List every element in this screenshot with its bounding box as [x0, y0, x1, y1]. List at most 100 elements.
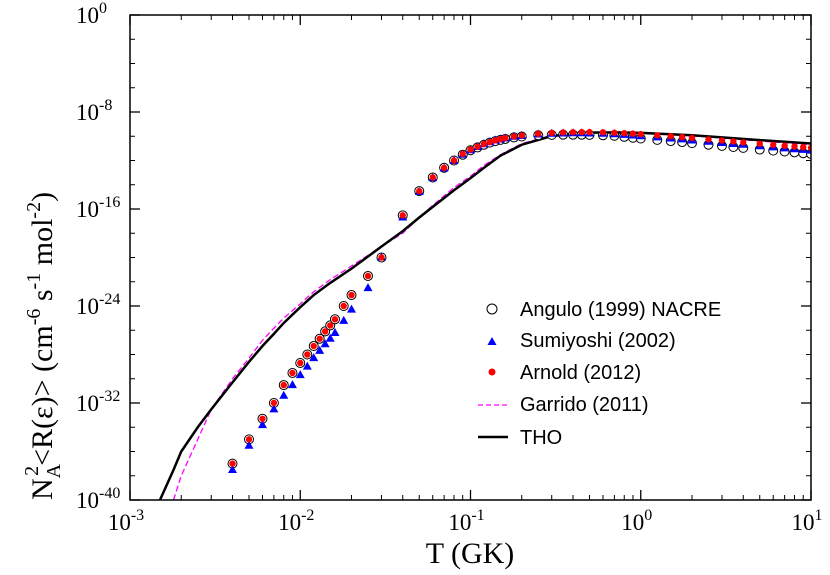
legend-label-garrido: Garrido (2011) [520, 394, 649, 416]
data-point-arnold-2012 [440, 164, 448, 171]
y-axis-title-superscript: 2 [21, 466, 43, 476]
data-point-sumiyoshi-2002 [363, 283, 373, 292]
data-point-arnold-2012 [492, 137, 499, 144]
data-point-arnold-2012 [730, 138, 737, 145]
data-point-arnold-2012 [621, 129, 628, 137]
data-point-arnold-2012 [297, 359, 304, 367]
data-point-arnold-2012 [569, 129, 577, 136]
data-point-sumiyoshi-2002 [309, 353, 319, 362]
x-tick-label: 10-2 [278, 507, 314, 535]
data-point-arnold-2012 [586, 128, 593, 136]
y-tick-label: 10-40 [76, 485, 120, 513]
x-tick-label-exponent: 1 [815, 507, 823, 524]
data-point-sumiyoshi-2002 [320, 339, 330, 348]
data-point-sumiyoshi-2002 [228, 464, 238, 473]
x-tick-label-exponent: -1 [471, 507, 484, 524]
plot-layer [158, 128, 811, 500]
data-point-arnold-2012 [629, 130, 637, 137]
data-point-arnold-2012 [502, 134, 509, 142]
x-tick-label: 101 [792, 507, 823, 535]
y-axis-title-close: ) [26, 192, 59, 202]
legend-marker-sumiyoshi [487, 337, 497, 345]
y-tick-label-exponent: -16 [99, 194, 120, 211]
data-point-arnold-2012 [535, 130, 542, 137]
data-point-arnold-2012 [474, 143, 481, 150]
ticks-layer [129, 14, 812, 501]
data-point-sumiyoshi-2002 [339, 315, 349, 324]
x-tick-label-base: 10 [448, 510, 471, 535]
data-point-arnold-2012 [770, 141, 777, 149]
data-point-arnold-2012 [688, 134, 696, 142]
data-point-arnold-2012 [429, 174, 436, 181]
data-point-sumiyoshi-2002 [257, 420, 267, 429]
data-point-arnold-2012 [378, 254, 385, 261]
data-point-arnold-2012 [637, 130, 644, 138]
data-point-arnold-2012 [599, 129, 607, 136]
data-point-arnold-2012 [310, 342, 317, 350]
y-tick-label-exponent: 0 [99, 0, 107, 17]
data-point-arnold-2012 [678, 133, 686, 141]
data-point-arnold-2012 [289, 369, 296, 377]
data-point-arnold-2012 [450, 157, 458, 164]
y-tick-label-exponent: -8 [99, 97, 112, 114]
data-point-arnold-2012 [486, 138, 494, 146]
x-tick-label-exponent: 0 [644, 507, 652, 524]
data-point-sumiyoshi-2002 [347, 304, 357, 313]
y-tick-label-exponent: -24 [99, 291, 120, 308]
data-point-arnold-2012 [611, 129, 618, 136]
y-axis-title-exponent-3: -2 [23, 202, 45, 219]
y-axis-title-exponent-2: -1 [23, 273, 45, 290]
legend-label-sumiyoshi: Sumiyoshi (2002) [520, 330, 676, 352]
legend-label-tho: THO [520, 427, 562, 449]
data-point-arnold-2012 [364, 272, 372, 280]
data-point-arnold-2012 [327, 322, 334, 329]
data-point-arnold-2012 [416, 187, 423, 195]
x-tick-label-base: 10 [792, 510, 815, 535]
data-point-arnold-2012 [559, 129, 567, 136]
data-point-arnold-2012 [740, 139, 747, 146]
x-tick-label-base: 10 [278, 510, 301, 535]
y-tick-label-base: 10 [76, 100, 99, 125]
data-point-arnold-2012 [781, 142, 788, 149]
data-point-arnold-2012 [654, 132, 661, 139]
plot-frame [129, 14, 812, 501]
data-point-arnold-2012 [331, 316, 339, 323]
legend-marker-angulo [486, 303, 498, 315]
y-tick-label-exponent: -32 [99, 388, 120, 405]
y-axis-title-subscript: A [43, 463, 65, 478]
y-tick-label-base: 10 [76, 294, 99, 319]
y-tick-label: 10-32 [76, 388, 120, 416]
data-point-arnold-2012 [229, 460, 236, 467]
x-tick-label: 100 [621, 507, 652, 535]
data-point-arnold-2012 [667, 133, 674, 140]
data-point-arnold-2012 [480, 140, 488, 148]
data-point-sumiyoshi-2002 [244, 440, 254, 449]
data-point-arnold-2012 [518, 132, 525, 139]
data-point-sumiyoshi-2002 [287, 380, 297, 389]
data-point-arnold-2012 [316, 335, 323, 342]
x-tick-label-base: 10 [108, 510, 131, 535]
data-point-arnold-2012 [718, 137, 726, 144]
y-axis-title-unit-s: s [26, 289, 59, 308]
data-point-sumiyoshi-2002 [315, 345, 325, 354]
y-tick-label-base: 10 [76, 488, 99, 513]
x-axis-title: T (GK) [426, 537, 515, 570]
data-point-arnold-2012 [800, 143, 807, 151]
data-point-arnold-2012 [280, 381, 287, 389]
y-tick-label-base: 10 [76, 197, 99, 222]
data-point-arnold-2012 [321, 328, 329, 335]
y-axis-title-symbol: N [26, 478, 59, 500]
data-point-arnold-2012 [304, 351, 311, 358]
data-point-sumiyoshi-2002 [295, 370, 305, 379]
data-point-arnold-2012 [791, 143, 798, 150]
data-point-arnold-2012 [399, 212, 406, 219]
data-point-sumiyoshi-2002 [330, 327, 340, 336]
data-point-arnold-2012 [510, 133, 518, 140]
data-point-sumiyoshi-2002 [302, 361, 312, 370]
x-tick-label: 10-1 [448, 507, 484, 535]
x-tick-label: 10-3 [108, 507, 144, 535]
data-point-arnold-2012 [578, 128, 585, 136]
legend: Angulo (1999) NACRE Sumiyoshi (2002) Arn… [478, 299, 721, 449]
